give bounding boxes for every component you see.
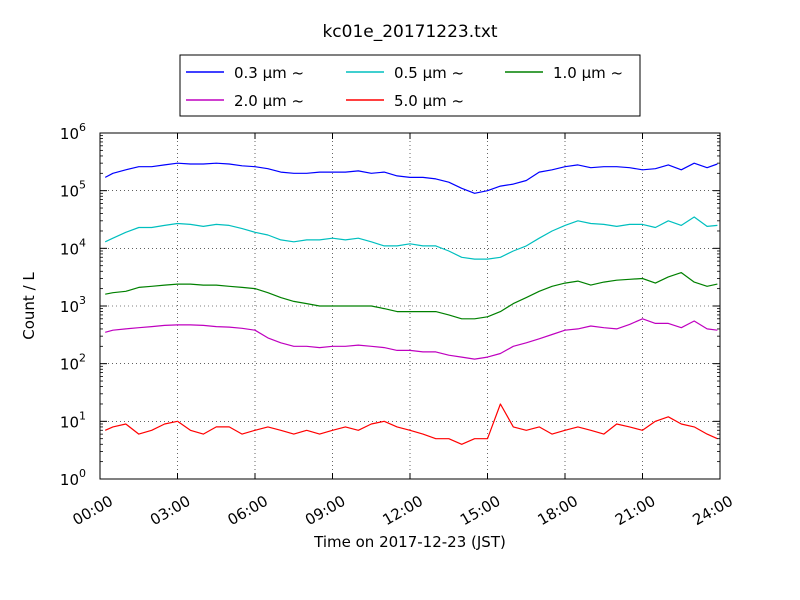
series-line-1 <box>104 216 718 260</box>
legend-label-2: 1.0 μm ~ <box>553 64 623 82</box>
y-tick-exponent: 1 <box>79 409 86 422</box>
y-tick-exponent: 6 <box>79 121 86 134</box>
y-tick-exponent: 4 <box>79 236 86 249</box>
y-tick-exponent: 0 <box>79 467 86 480</box>
legend-label-3: 2.0 μm ~ <box>234 92 304 110</box>
series-lines <box>104 162 718 445</box>
legend-label-4: 5.0 μm ~ <box>394 92 464 110</box>
y-tick-exponent: 3 <box>79 294 86 307</box>
series-line-4 <box>104 403 718 445</box>
legend-label-1: 0.5 μm ~ <box>394 64 464 82</box>
legend-label-0: 0.3 μm ~ <box>234 64 304 82</box>
y-tick-exponent: 5 <box>79 179 86 192</box>
y-axis-label: Count / L <box>20 272 38 340</box>
series-line-3 <box>105 318 718 360</box>
legend: 0.3 μm ~ 0.5 μm ~ 1.0 μm ~ 2.0 μm ~ 5.0 μm ~ <box>179 54 641 117</box>
chart-title: kc01e_20171223.txt <box>322 22 497 42</box>
series-line-2 <box>105 272 718 320</box>
series-line-0 <box>104 162 718 194</box>
legend-box <box>179 54 641 117</box>
x-axis-label: Time on 2017-12-23 (JST) <box>313 533 506 551</box>
y-tick-exponent: 2 <box>79 352 86 365</box>
